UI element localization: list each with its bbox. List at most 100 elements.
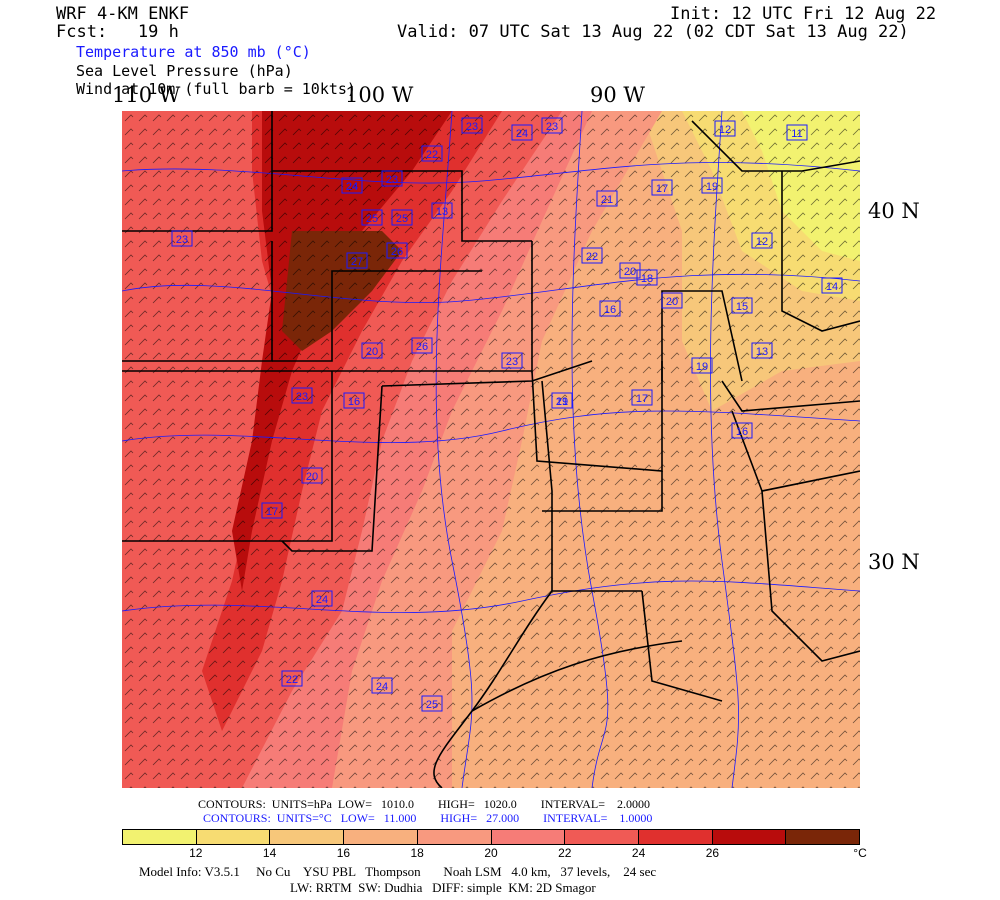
svg-text:24: 24	[516, 128, 528, 140]
temperature-label: 16	[731, 422, 753, 439]
colorbar-tick-label: 16	[336, 846, 351, 860]
svg-text:19: 19	[696, 361, 708, 373]
svg-text:24: 24	[376, 681, 388, 693]
temperature-label: 22	[581, 247, 603, 264]
svg-text:20: 20	[366, 346, 378, 358]
svg-text:22: 22	[286, 674, 298, 686]
svg-text:23: 23	[296, 391, 308, 403]
isobar-contours	[122, 111, 860, 788]
init-time: Init: 12 UTC Fri 12 Aug 22	[670, 4, 937, 24]
lon-label-90w: 90 W	[590, 83, 645, 107]
colorbar-segment	[196, 830, 271, 844]
svg-text:25: 25	[426, 699, 438, 711]
lat-label-30n: 30 N	[868, 550, 920, 574]
model-title: WRF 4-KM ENKF	[56, 4, 190, 24]
temperature-label: 23	[381, 170, 403, 187]
temperature-label: 16	[599, 300, 621, 317]
temperature-label: 18	[636, 269, 658, 286]
svg-text:20: 20	[624, 266, 636, 278]
colorbar-segment	[344, 830, 418, 844]
temperature-label: 24	[371, 677, 393, 694]
svg-text:16: 16	[348, 396, 360, 408]
temperature-label: 26	[386, 242, 408, 259]
colorbar-tick-label: 18	[410, 846, 424, 860]
colorbar-tick-label: 24	[631, 846, 646, 860]
colorbar-tick-label: 12	[189, 846, 203, 860]
temperature-label: 14	[821, 277, 843, 294]
svg-text:25: 25	[366, 213, 378, 225]
temperature-label: 20	[361, 342, 383, 359]
temperature-label: 23	[541, 117, 563, 134]
temperature-label: 13	[751, 342, 773, 359]
colorbar-tick-label: 14	[262, 846, 277, 860]
svg-text:19: 19	[706, 181, 718, 193]
temperature-label: 27	[346, 252, 368, 269]
svg-text:12: 12	[756, 236, 768, 248]
temperature-label: 20	[661, 292, 683, 309]
svg-text:18: 18	[641, 273, 653, 285]
forecast-hour: Fcst: 19 h	[56, 22, 179, 42]
temperature-label: 23	[171, 230, 193, 247]
svg-text:26: 26	[416, 341, 428, 353]
svg-text:19: 19	[556, 396, 568, 408]
lon-label-110w: 110 W	[112, 83, 181, 107]
temperature-label: 23	[501, 352, 523, 369]
colorbar-tick-label: 26	[705, 846, 720, 860]
temperature-contour-info: CONTOURS: UNITS=°C LOW= 11.000 HIGH= 27.…	[203, 811, 653, 825]
colorbar-tick-label: 20	[484, 846, 498, 860]
svg-text:23: 23	[386, 174, 398, 186]
state-boundaries	[122, 111, 860, 788]
svg-text:17: 17	[656, 183, 668, 195]
svg-text:11: 11	[791, 128, 802, 140]
temperature-label: 13	[431, 202, 453, 219]
temperature-label: 11	[786, 124, 808, 141]
svg-text:22: 22	[586, 251, 598, 263]
svg-text:27: 27	[351, 256, 363, 268]
svg-text:13: 13	[756, 346, 768, 358]
svg-text:26: 26	[391, 246, 403, 258]
colorbar-segment	[123, 830, 197, 844]
temperature-label: 23	[461, 117, 483, 134]
valid-time: Valid: 07 UTC Sat 13 Aug 22 (02 CDT Sat …	[397, 22, 909, 42]
svg-text:24: 24	[346, 181, 358, 193]
temperature-label: 26	[411, 337, 433, 354]
colorbar-segment	[270, 830, 345, 844]
svg-text:23: 23	[546, 121, 558, 133]
temperature-label: 12	[714, 120, 736, 137]
colorbar-segment	[786, 830, 860, 844]
temperature-label: 17	[631, 389, 653, 406]
svg-text:23: 23	[466, 121, 478, 133]
temperature-label: 24	[511, 124, 533, 141]
temperature-label: 19	[691, 357, 713, 374]
temperature-label: 23	[291, 387, 313, 404]
temperature-label: 17	[651, 179, 673, 196]
colorbar-segment	[491, 830, 566, 844]
temperature-label: 24	[311, 590, 333, 607]
temperature-label: 24	[341, 177, 363, 194]
temperature-colorbar	[122, 829, 860, 845]
model-info-line2: LW: RRTM SW: Dudhia DIFF: simple KM: 2D …	[290, 880, 596, 895]
temperature-label: 15	[731, 297, 753, 314]
svg-text:17: 17	[266, 506, 278, 518]
temperature-label: 16	[343, 392, 365, 409]
svg-text:21: 21	[556, 396, 568, 408]
svg-text:12: 12	[719, 124, 731, 136]
svg-text:16: 16	[736, 426, 748, 438]
pressure-contour-info: CONTOURS: UNITS=hPa LOW= 1010.0 HIGH= 10…	[198, 797, 650, 811]
model-info-line1: Model Info: V3.5.1 No Cu YSU PBL Thompso…	[139, 864, 657, 879]
temperature-label: 17	[261, 502, 283, 519]
svg-text:20: 20	[306, 471, 318, 483]
svg-text:25: 25	[396, 213, 408, 225]
colorbar-segment	[638, 830, 713, 844]
svg-text:21: 21	[601, 194, 613, 206]
svg-text:22: 22	[426, 149, 438, 161]
svg-text:16: 16	[604, 304, 616, 316]
temperature-label: 25	[391, 209, 413, 226]
svg-text:23: 23	[176, 234, 188, 246]
colorbar-segment	[417, 830, 492, 844]
lon-label-100w: 100 W	[345, 83, 414, 107]
svg-text:20: 20	[666, 296, 678, 308]
temperature-fill	[122, 111, 860, 788]
